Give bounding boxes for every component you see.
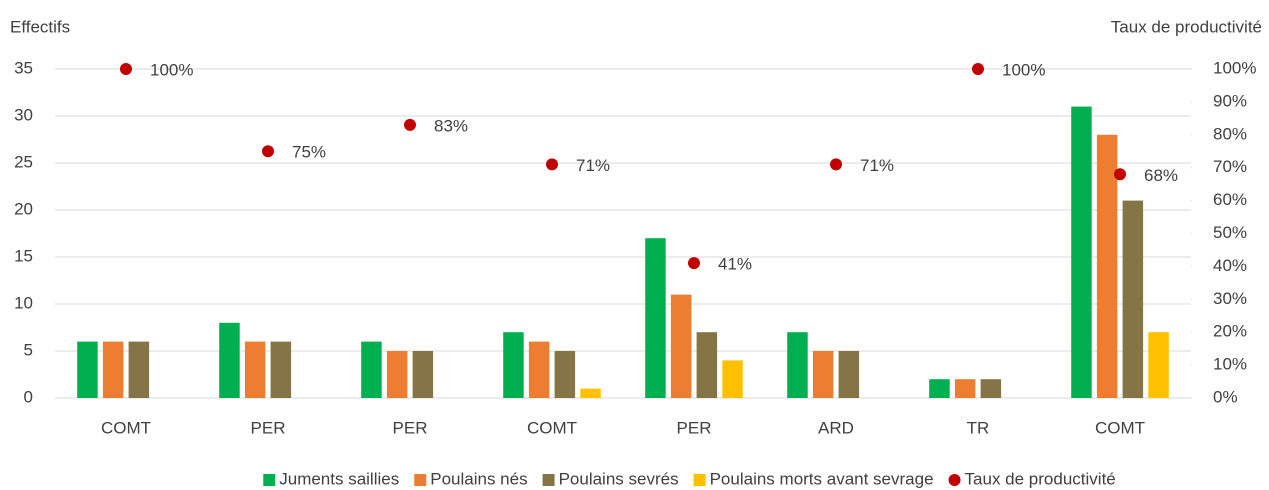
- bar: [645, 238, 666, 398]
- x-tick-label: ARD: [818, 418, 854, 437]
- bar: [219, 322, 240, 398]
- y2-tick-label: 90%: [1213, 91, 1247, 110]
- y2-tick-label: 0%: [1213, 387, 1238, 406]
- bar: [77, 341, 98, 398]
- data-point: [972, 63, 984, 75]
- bar: [696, 332, 718, 398]
- legend-label: Taux de productivité: [965, 469, 1116, 488]
- data-label: 100%: [1002, 60, 1045, 79]
- bar: [812, 351, 834, 398]
- x-tick-label: COMT: [1095, 418, 1145, 437]
- bar: [980, 379, 1002, 398]
- legend-label: Juments saillies: [279, 469, 399, 488]
- y-tick-label: 20: [14, 199, 33, 218]
- x-tick-label: COMT: [101, 418, 151, 437]
- bar: [244, 341, 266, 398]
- x-tick-label: PER: [393, 418, 428, 437]
- bar: [838, 351, 860, 398]
- y2-tick-label: 100%: [1213, 58, 1256, 77]
- y2-tick-label: 30%: [1213, 289, 1247, 308]
- x-tick-label: COMT: [527, 418, 577, 437]
- bar: [929, 379, 950, 398]
- data-label: 71%: [576, 156, 610, 175]
- legend-symbol: [693, 474, 706, 486]
- legend-label: Poulains sevrés: [559, 469, 679, 488]
- data-point: [262, 145, 274, 158]
- bar: [503, 332, 524, 398]
- y2-tick-label: 50%: [1213, 223, 1247, 242]
- bar: [1122, 200, 1144, 398]
- y2-tick-label: 70%: [1213, 157, 1247, 176]
- y2-tick-label: 60%: [1213, 190, 1247, 209]
- data-point: [120, 63, 132, 75]
- legend-symbol: [542, 474, 555, 486]
- y2-tick-label: 20%: [1213, 322, 1247, 341]
- bar: [386, 351, 408, 398]
- y-tick-label: 15: [14, 246, 33, 265]
- bar: [528, 341, 550, 398]
- y2-tick-label: 80%: [1213, 124, 1247, 143]
- bar: [554, 351, 576, 398]
- y2-tick-label: 40%: [1213, 256, 1247, 275]
- y-tick-label: 5: [24, 340, 33, 359]
- legend-symbol: [263, 474, 276, 486]
- data-point: [1114, 168, 1126, 181]
- bar: [722, 360, 743, 398]
- data-point: [546, 158, 558, 171]
- x-tick-label: PER: [677, 418, 712, 437]
- bar: [580, 388, 601, 398]
- x-tick-label: TR: [967, 418, 990, 437]
- data-point: [830, 158, 842, 171]
- x-tick-label: PER: [251, 418, 286, 437]
- data-point: [404, 118, 416, 131]
- legend-label: Poulains morts avant sevrage: [710, 469, 934, 488]
- legend-label: Poulains nés: [430, 469, 527, 488]
- bar: [1148, 332, 1169, 398]
- bar: [102, 341, 124, 398]
- data-label: 100%: [150, 60, 193, 79]
- bar: [670, 294, 692, 398]
- bar: [787, 332, 808, 398]
- y-tick-label: 10: [14, 293, 33, 312]
- bar: [1071, 106, 1092, 398]
- bar: [128, 341, 150, 398]
- data-point: [688, 257, 700, 270]
- data-label: 75%: [292, 143, 326, 162]
- bar: [361, 341, 382, 398]
- y-tick-label: 25: [14, 152, 33, 171]
- legend-symbol: [948, 474, 961, 486]
- bar: [270, 341, 292, 398]
- y-tick-label: 35: [14, 58, 33, 77]
- data-label: 41%: [718, 255, 752, 274]
- data-label: 71%: [860, 156, 894, 175]
- bar: [412, 351, 434, 398]
- bar: [954, 379, 976, 398]
- y-tick-label: 0: [24, 387, 33, 406]
- data-label: 83%: [434, 116, 468, 135]
- y2-axis-title: Taux de productivité: [1111, 17, 1262, 36]
- bar: [1096, 134, 1118, 399]
- legend-symbol: [414, 474, 427, 486]
- data-label: 68%: [1144, 166, 1178, 185]
- y-tick-label: 30: [14, 105, 33, 124]
- y2-tick-label: 10%: [1213, 355, 1247, 374]
- y-axis-title: Effectifs: [10, 17, 70, 36]
